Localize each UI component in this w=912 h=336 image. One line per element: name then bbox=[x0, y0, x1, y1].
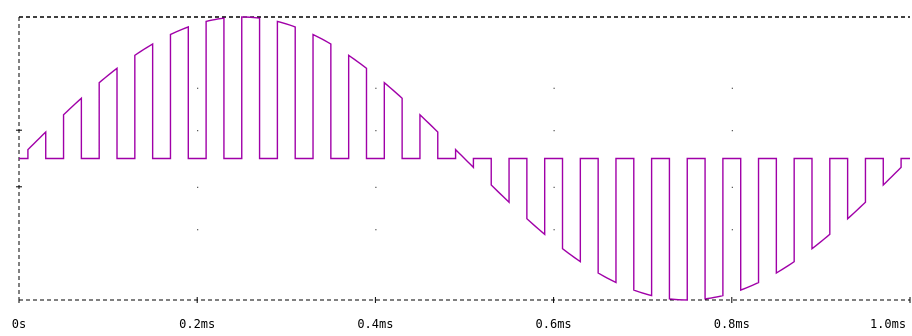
grid-dot bbox=[197, 130, 199, 132]
trace-layer bbox=[19, 16, 910, 301]
grid-layer bbox=[197, 87, 733, 231]
grid-dot bbox=[553, 229, 555, 231]
tick-labels: 0s 0.2ms 0.4ms 0.6ms 0.8ms 1.0ms bbox=[12, 317, 906, 331]
grid-dot bbox=[197, 87, 199, 89]
grid-dot bbox=[553, 130, 555, 132]
x-tick-label: 0.6ms bbox=[536, 317, 572, 331]
grid-dot bbox=[553, 186, 555, 188]
x-tick-label: 0s bbox=[12, 317, 26, 331]
grid-dot bbox=[731, 229, 733, 231]
grid-dot bbox=[375, 229, 377, 231]
x-tick-label: 1.0ms bbox=[870, 317, 906, 331]
grid-dot bbox=[197, 229, 199, 231]
pwm-trace bbox=[19, 16, 910, 301]
x-tick-label: 0.4ms bbox=[357, 317, 393, 331]
grid-dot bbox=[731, 87, 733, 89]
grid-dot bbox=[731, 186, 733, 188]
grid-dot bbox=[375, 186, 377, 188]
grid-dot bbox=[375, 130, 377, 132]
grid-dot bbox=[197, 186, 199, 188]
x-tick-label: 0.8ms bbox=[714, 317, 750, 331]
grid-dot bbox=[731, 130, 733, 132]
grid-dot bbox=[553, 87, 555, 89]
grid-dot bbox=[375, 87, 377, 89]
x-tick-label: 0.2ms bbox=[179, 317, 215, 331]
